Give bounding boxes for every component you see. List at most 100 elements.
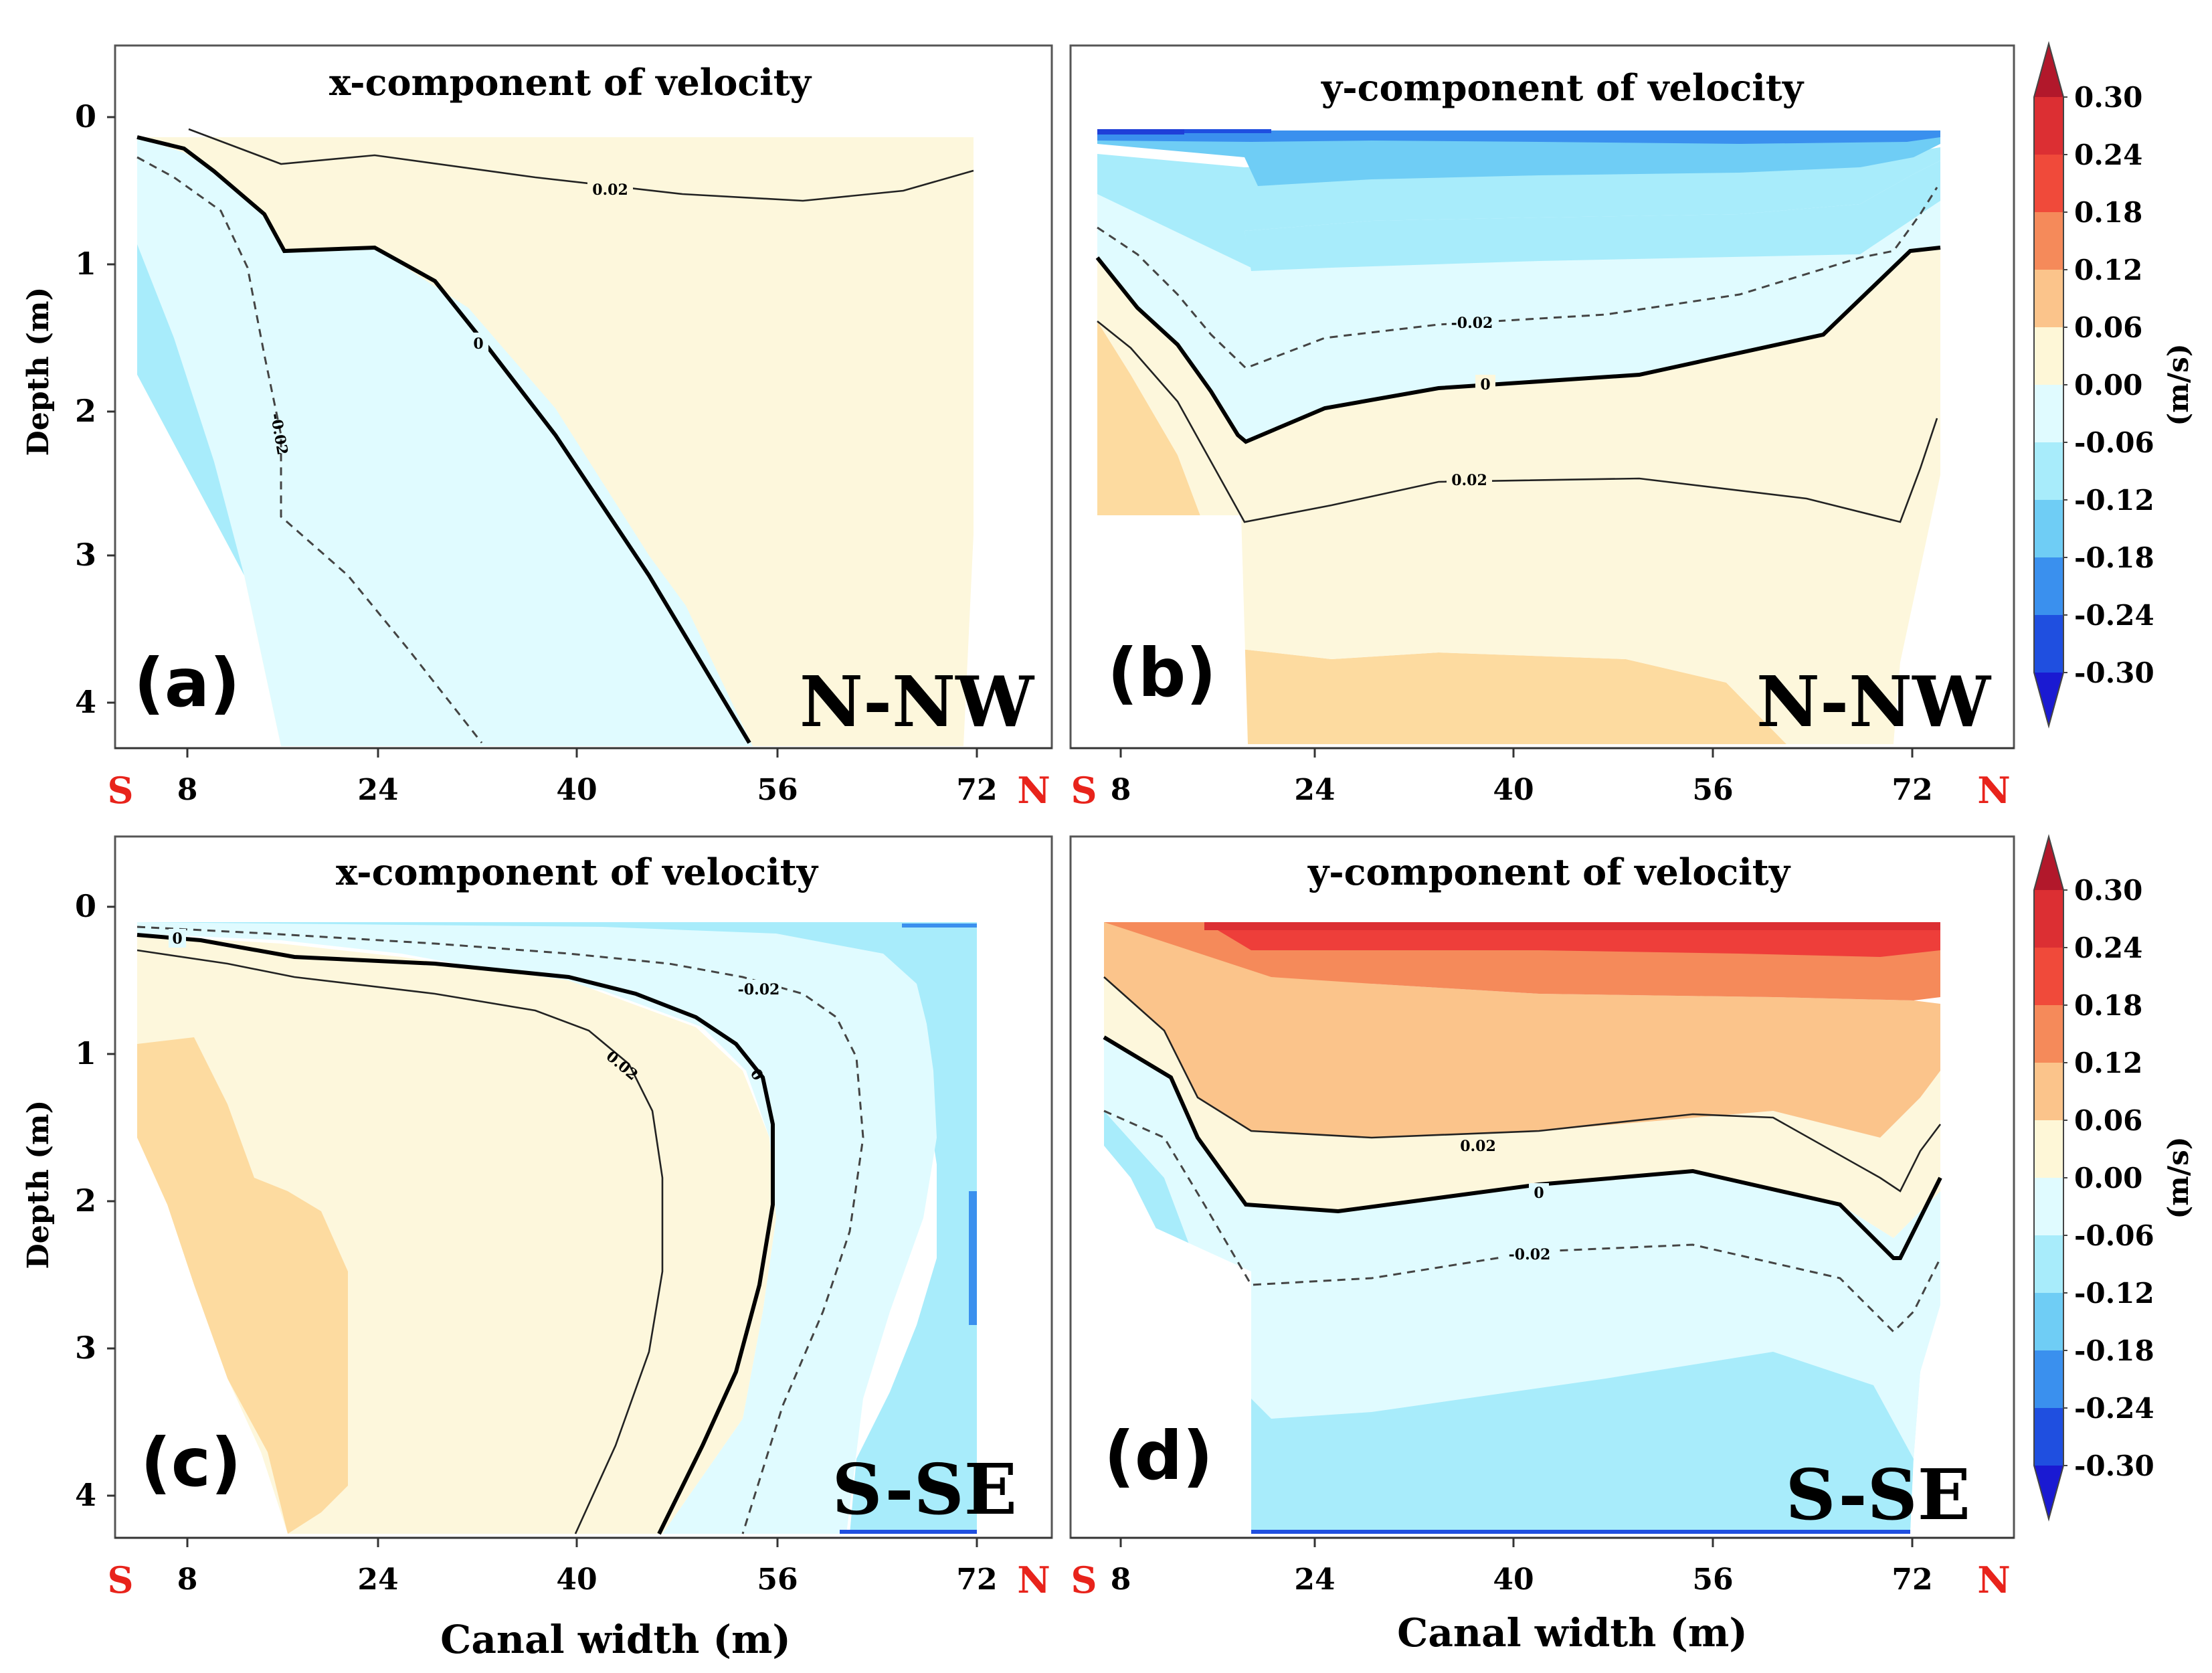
colorbar-segment xyxy=(2034,500,2063,557)
region-negative-weak xyxy=(137,137,753,746)
contour-dashed-line xyxy=(1097,187,1938,369)
contour-label-bg xyxy=(1447,470,1492,489)
contour-line xyxy=(1097,320,1938,523)
wind-direction-label: N-NW xyxy=(800,661,1035,743)
region-positive-weak xyxy=(1104,977,1940,1238)
region-negative-weak xyxy=(137,922,937,1534)
contour-zero-line xyxy=(1103,1035,1942,1260)
contour-label: 0.02 xyxy=(1451,472,1487,489)
colorbar-segment xyxy=(2034,442,2063,500)
region-negative-stronger xyxy=(969,1191,977,1325)
bathymetry-mask xyxy=(1894,468,2011,744)
colorbar-segment xyxy=(2034,1408,2063,1466)
x-tick-label: 56 xyxy=(757,773,798,807)
colorbar-unit-label: (m/s) xyxy=(2162,343,2195,426)
bathymetry-mask xyxy=(1097,515,1248,744)
x-axis: 8 24 40 56 72 S N Canal width (m) xyxy=(108,1536,1052,1662)
bathymetry-mask xyxy=(1097,1138,1251,1534)
x-axis-label: Canal width (m) xyxy=(1397,1610,1748,1656)
contour-label-bg xyxy=(468,333,488,353)
x-axis-label: Canal width (m) xyxy=(440,1617,791,1662)
x-tick-label: 56 xyxy=(1692,773,1733,807)
contour-label: 0 xyxy=(1480,376,1490,393)
y-tick-label: 0 xyxy=(75,888,96,924)
contour-label-bg xyxy=(1529,1183,1549,1202)
x-tick-label: 72 xyxy=(956,773,997,807)
colorbar-level-label: 0.06 xyxy=(2074,311,2142,344)
y-tick-label: 2 xyxy=(75,1182,96,1219)
colorbar-overflow-triangle xyxy=(2034,43,2063,97)
colorbar-level-label: 0.30 xyxy=(2074,81,2142,114)
colorbar-level-label: -0.06 xyxy=(2074,1219,2154,1252)
colorbar-segment xyxy=(2034,270,2063,327)
x-tick-label: 40 xyxy=(556,1563,597,1597)
colorbar-segment xyxy=(2034,1235,2063,1293)
bathymetry-mask xyxy=(127,375,281,746)
contour-line xyxy=(1103,976,1942,1193)
colorbar-level-label: 0.24 xyxy=(2074,139,2142,171)
colorbar-segment xyxy=(2034,1178,2063,1235)
x-tick-label: 8 xyxy=(177,773,198,807)
region-negative-extreme xyxy=(1097,129,1184,135)
contour-zero-line xyxy=(136,135,751,744)
contour-label: 0 xyxy=(473,335,483,353)
region-positive-extreme xyxy=(1204,922,1940,930)
contour-zero-line xyxy=(136,933,775,1535)
north-bank-label: N xyxy=(1017,1559,1050,1601)
panel-label: (a) xyxy=(134,644,240,722)
x-tick-label: 72 xyxy=(1892,773,1932,807)
y-axis: 0 1 2 3 4 Depth (m) xyxy=(21,98,115,720)
y-tick-label: 4 xyxy=(75,1477,96,1513)
contour-label: -0.02 xyxy=(1451,315,1493,332)
bathymetry-mask xyxy=(1910,1265,2011,1534)
x-tick-label: 8 xyxy=(1111,773,1131,807)
colorbar-level-label: -0.06 xyxy=(2074,426,2154,459)
colorbar-level-label: -0.18 xyxy=(2074,1334,2154,1367)
panel-c: 0 -0.02 0.02 0 x-component of velocity (… xyxy=(21,835,1053,1662)
colorbar-segment xyxy=(2034,890,2063,948)
colorbar-segment xyxy=(2034,948,2063,1005)
colorbar-level-label: -0.18 xyxy=(2074,541,2154,574)
colorbar-segment xyxy=(2034,557,2063,615)
contour-line xyxy=(136,949,664,1534)
panel-label: (c) xyxy=(141,1423,242,1502)
contour-label-bg xyxy=(1503,1245,1556,1263)
x-tick-label: 24 xyxy=(357,773,398,807)
colorbar-segment xyxy=(2034,212,2063,270)
colorbar-level-label: 0.30 xyxy=(2074,874,2142,907)
contour-label: 0.02 xyxy=(1460,1138,1496,1155)
region-positive-weak xyxy=(1097,248,1940,744)
y-axis-label: Depth (m) xyxy=(21,1100,56,1269)
x-tick-label: 72 xyxy=(956,1563,997,1597)
colorbar-bottom: 0.30 0.24 0.18 0.12 0.06 0.00 -0.06 -0.12 -0.18 -… xyxy=(2033,834,2195,1522)
colorbar-level-label: 0.06 xyxy=(2074,1104,2142,1137)
panel-title: x-component of velocity xyxy=(336,851,819,893)
panel-d: 0.02 0 -0.02 y-component of velocity (d)… xyxy=(1069,835,2015,1656)
north-bank-label: N xyxy=(1977,1559,2010,1601)
contour-label: -0.02 xyxy=(1509,1246,1551,1263)
x-tick-label: 40 xyxy=(556,773,597,807)
colorbar-level-label: 0.00 xyxy=(2074,369,2142,402)
colorbar-level-label: -0.24 xyxy=(2074,1392,2154,1425)
colorbar-segment xyxy=(2034,1293,2063,1350)
wind-direction-label: S-SE xyxy=(1786,1454,1970,1536)
colorbar-unit-label: (m/s) xyxy=(2162,1136,2195,1219)
y-tick-label: 1 xyxy=(75,246,96,282)
colorbar-segment xyxy=(2034,1063,2063,1120)
x-axis: 8 24 40 56 72 S N xyxy=(1071,747,2014,812)
colorbar-level-label: -0.24 xyxy=(2074,599,2154,632)
x-tick-label: 8 xyxy=(1111,1563,1131,1597)
panel-b: -0.02 0 0.02 y-component of velocity (b)… xyxy=(1069,44,2015,812)
colorbar-level-label: 0.00 xyxy=(2074,1162,2142,1195)
south-bank-label: S xyxy=(1071,1559,1097,1601)
north-bank-label: N xyxy=(1977,769,2010,812)
contour-label: 0.02 xyxy=(592,181,628,199)
x-tick-label: 24 xyxy=(1294,773,1335,807)
colorbar-level-label: -0.12 xyxy=(2074,484,2154,517)
y-tick-label: 3 xyxy=(75,537,96,573)
x-tick-label: 56 xyxy=(1692,1563,1733,1597)
colorbar-top: 0.30 0.24 0.18 0.12 0.06 0.00 -0.06 -0.12 -0.18 -… xyxy=(2033,41,2195,729)
y-tick-label: 4 xyxy=(75,684,96,720)
colorbar-segment xyxy=(2034,97,2063,155)
